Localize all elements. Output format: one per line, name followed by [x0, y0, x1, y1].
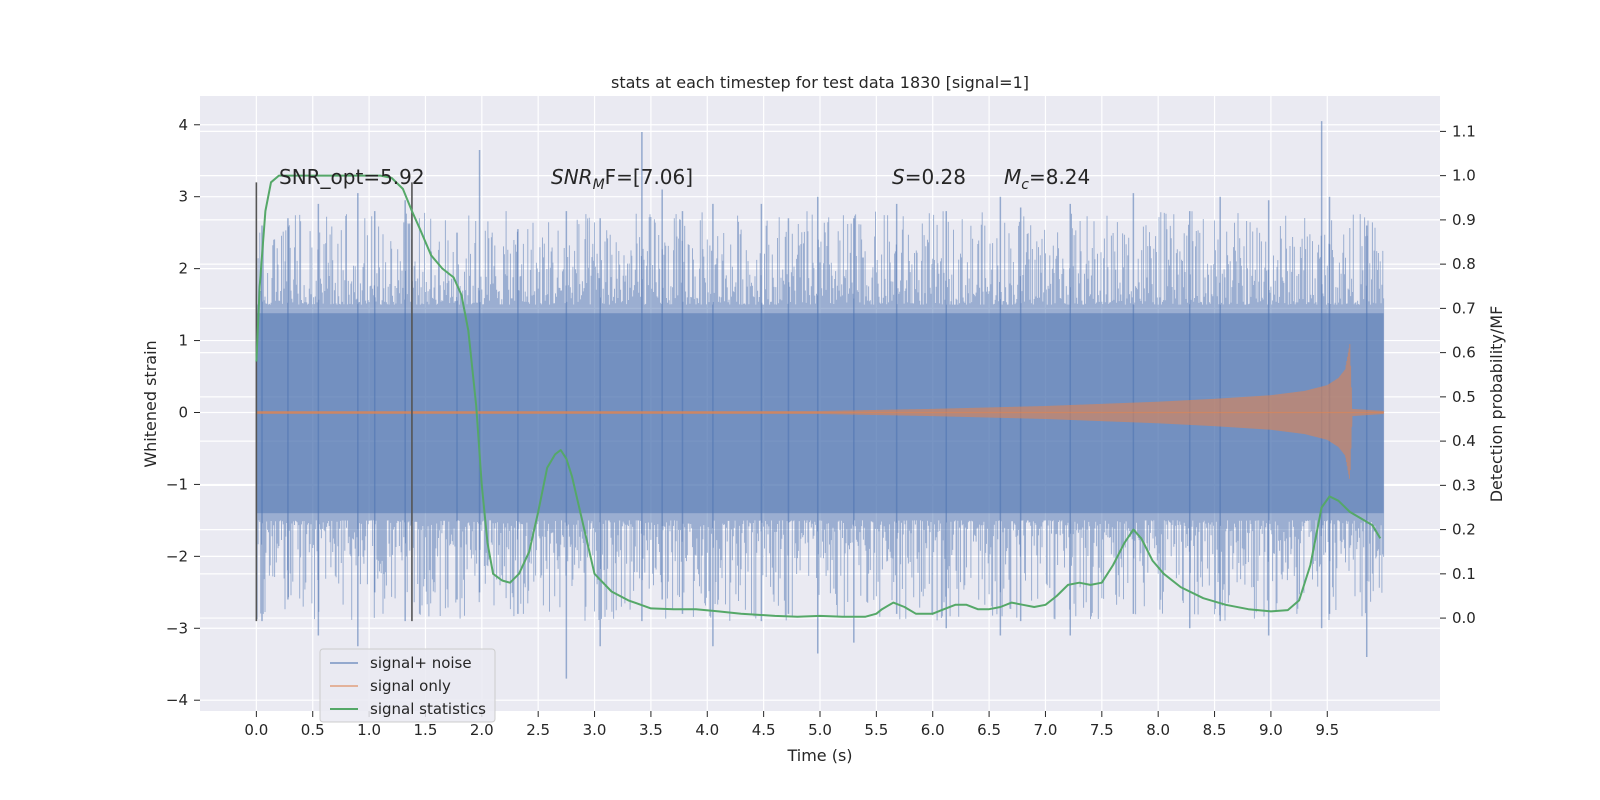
- y-right-tick-label: 0.9: [1452, 211, 1476, 229]
- x-tick-label: 4.5: [752, 721, 776, 739]
- legend-box: [319, 648, 496, 723]
- x-tick-label: 4.0: [695, 721, 719, 739]
- snr-mf-base: SNR: [551, 165, 593, 189]
- signal-series: [255, 344, 1385, 479]
- y-right-tick-label: 0.1: [1452, 565, 1476, 583]
- annotation-mc: Mc=8.24: [1004, 165, 1090, 193]
- y-right-axis-ticks: 1.1 1.0 0.9 0.8 0.7 0.6 0.5 0.4 0.3 0.2 0.1 0.0: [1440, 122, 1476, 627]
- y-left-tick-label: 0: [178, 403, 188, 421]
- annotation-snr-mf: SNRMF=[7.06]: [551, 165, 693, 193]
- y-right-tick-label: 0.7: [1452, 299, 1476, 317]
- y-right-tick-label: 0.0: [1452, 609, 1476, 627]
- legend-label-noise: signal+ noise: [370, 654, 472, 672]
- window-lines: [255, 182, 413, 622]
- x-tick-label: 6.5: [977, 721, 1001, 739]
- y-right-tick-label: 0.6: [1452, 344, 1476, 362]
- x-tick-label: 5.0: [808, 721, 832, 739]
- legend-label-stats: signal statistics: [370, 700, 486, 718]
- x-tick-label: 7.0: [1034, 721, 1058, 739]
- x-tick-label: 3.5: [639, 721, 663, 739]
- s-value: =0.28: [905, 165, 966, 189]
- y-right-tick-label: 1.1: [1452, 122, 1476, 140]
- y-right-tick-label: 0.2: [1452, 521, 1476, 539]
- signal-trace: [255, 344, 1385, 479]
- x-tick-label: 0.5: [301, 721, 325, 739]
- x-tick-label: 2.5: [526, 721, 550, 739]
- stats-line: [255, 174, 1382, 618]
- x-tick-label: 8.0: [1146, 721, 1170, 739]
- x-tick-label: 3.0: [583, 721, 607, 739]
- y-right-tick-label: 1.0: [1452, 167, 1476, 185]
- annotation-snr-opt: SNR_opt=5.92: [279, 165, 425, 189]
- y-left-tick-label: −4: [166, 691, 188, 709]
- x-axis-ticks: 0.0 0.5 1.0 1.5 2.0 2.5 3.0 3.5 4.0 4.5 5.0 5.5 6.0 6…: [244, 711, 1339, 739]
- y-right-tick-label: 0.3: [1452, 476, 1476, 494]
- x-tick-label: 9.0: [1259, 721, 1283, 739]
- x-tick-label: 7.5: [1090, 721, 1114, 739]
- y-left-tick-label: 1: [178, 332, 188, 350]
- mc-subscript: c: [1021, 177, 1029, 193]
- x-tick-label: 0.0: [244, 721, 268, 739]
- y-right-tick-label: 0.5: [1452, 388, 1476, 406]
- x-tick-label: 2.0: [470, 721, 494, 739]
- y-right-axis-label: Detection probability/MF: [1487, 306, 1506, 503]
- chart-title: stats at each timestep for test data 183…: [611, 73, 1029, 92]
- x-tick-label: 8.5: [1203, 721, 1227, 739]
- y-left-axis-ticks: 4 3 2 1 0 −1 −2 −3 −4: [166, 116, 200, 709]
- legend: signal+ noise signal only signal statist…: [319, 648, 496, 723]
- x-tick-label: 9.5: [1315, 721, 1339, 739]
- legend-label-signal: signal only: [370, 677, 451, 695]
- x-tick-label: 1.0: [357, 721, 381, 739]
- stats-series: [255, 174, 1382, 618]
- snr-mf-sub: M: [593, 177, 605, 193]
- x-tick-label: 5.5: [864, 721, 888, 739]
- annotation-s: S=0.28: [892, 165, 966, 189]
- y-left-tick-label: −2: [166, 547, 188, 565]
- x-tick-label: 6.0: [921, 721, 945, 739]
- y-left-axis-label: Whitened strain: [141, 340, 160, 467]
- x-axis-label: Time (s): [786, 746, 852, 765]
- y-left-tick-label: −1: [166, 475, 188, 493]
- y-right-tick-label: 0.4: [1452, 432, 1476, 450]
- snr-mf-rest: F=[7.06]: [605, 165, 693, 189]
- x-tick-label: 1.5: [414, 721, 438, 739]
- mc-value: =8.24: [1029, 165, 1090, 189]
- y-left-tick-label: 3: [178, 188, 188, 206]
- y-left-tick-label: −3: [166, 619, 188, 637]
- s-symbol: S: [892, 165, 905, 189]
- y-left-tick-label: 4: [178, 116, 188, 134]
- y-right-tick-label: 0.8: [1452, 255, 1476, 273]
- y-left-tick-label: 2: [178, 260, 188, 278]
- mc-symbol: M: [1004, 165, 1021, 189]
